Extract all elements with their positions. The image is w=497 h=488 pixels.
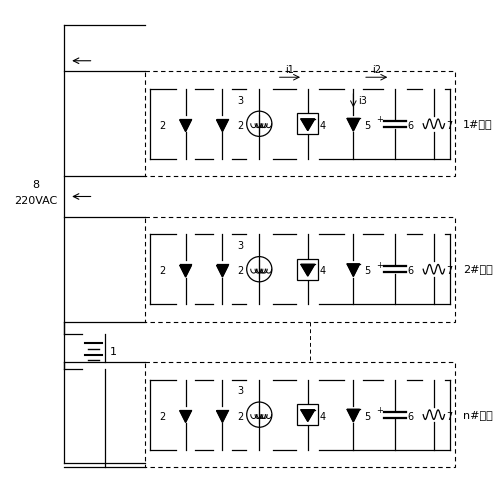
Bar <box>297 259 319 280</box>
Text: 2#单元: 2#单元 <box>463 264 493 274</box>
Text: i2: i2 <box>372 65 381 76</box>
Polygon shape <box>217 265 228 277</box>
Bar <box>297 113 319 134</box>
Text: +: + <box>376 115 383 124</box>
Bar <box>297 404 319 426</box>
Text: 2: 2 <box>159 121 166 131</box>
Text: 3: 3 <box>237 96 243 105</box>
Text: 2: 2 <box>159 266 166 276</box>
Text: 7: 7 <box>446 266 452 276</box>
Polygon shape <box>180 265 191 277</box>
Text: 5: 5 <box>364 411 370 422</box>
Text: i1: i1 <box>285 65 294 76</box>
Polygon shape <box>347 119 360 131</box>
Text: 3: 3 <box>237 386 243 396</box>
Text: 2: 2 <box>159 411 166 422</box>
Text: 2: 2 <box>237 121 243 131</box>
Text: 1: 1 <box>109 346 116 357</box>
Polygon shape <box>347 409 360 422</box>
Polygon shape <box>301 119 315 131</box>
Text: 4: 4 <box>319 121 326 131</box>
Text: 3: 3 <box>237 241 243 251</box>
Text: 4: 4 <box>319 266 326 276</box>
Text: 7: 7 <box>446 121 452 131</box>
Text: 6: 6 <box>408 266 414 276</box>
Text: 6: 6 <box>408 411 414 422</box>
Bar <box>145 362 455 467</box>
Polygon shape <box>217 411 228 423</box>
Text: n#单元: n#单元 <box>463 409 493 420</box>
Polygon shape <box>217 120 228 132</box>
Text: i3: i3 <box>359 96 367 105</box>
Text: 2: 2 <box>237 266 243 276</box>
Text: 7: 7 <box>446 411 452 422</box>
Text: 4: 4 <box>319 411 326 422</box>
Text: 1#单元: 1#单元 <box>463 119 493 129</box>
Text: 8: 8 <box>32 180 39 190</box>
Polygon shape <box>301 264 315 276</box>
Polygon shape <box>180 120 191 132</box>
Polygon shape <box>347 264 360 277</box>
Polygon shape <box>301 410 315 422</box>
Text: +: + <box>376 407 383 415</box>
Bar <box>145 217 455 322</box>
Text: 220VAC: 220VAC <box>14 196 57 206</box>
Text: 5: 5 <box>364 121 370 131</box>
Polygon shape <box>180 411 191 423</box>
Text: 2: 2 <box>237 411 243 422</box>
Text: +: + <box>376 261 383 270</box>
Text: 6: 6 <box>408 121 414 131</box>
Bar <box>145 71 455 176</box>
Text: 5: 5 <box>364 266 370 276</box>
